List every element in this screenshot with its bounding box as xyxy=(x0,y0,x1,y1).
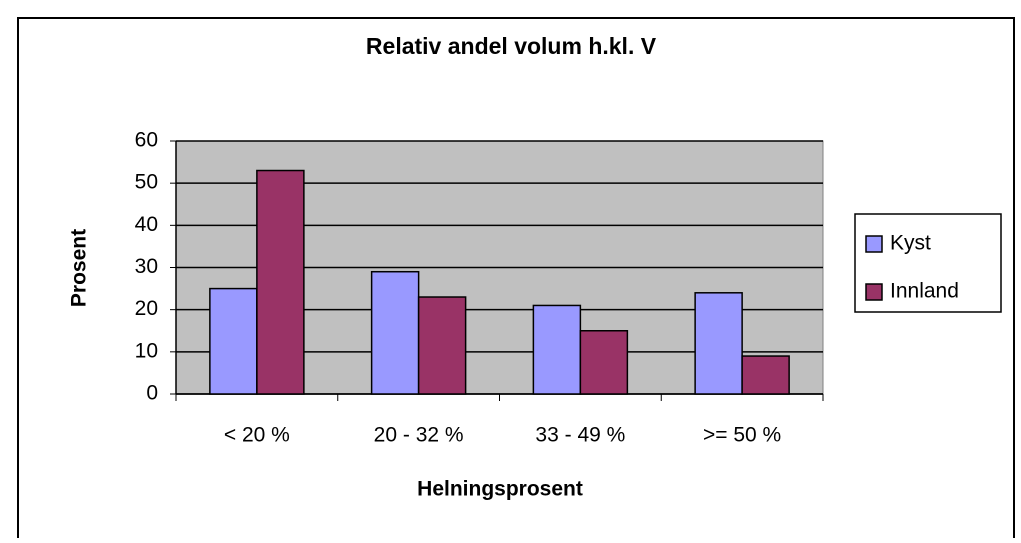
x-tick-label: 33 - 49 % xyxy=(535,424,625,447)
y-tick-label: 60 xyxy=(135,129,158,152)
y-tick-label: 10 xyxy=(135,339,158,362)
x-tick-label: < 20 % xyxy=(224,424,290,447)
bar xyxy=(209,287,258,395)
legend-label: Innland xyxy=(890,280,959,303)
bar xyxy=(741,355,790,395)
legend-swatch xyxy=(865,235,883,253)
y-tick-label: 30 xyxy=(135,255,158,278)
y-tick-label: 40 xyxy=(135,213,158,236)
y-tick-label: 0 xyxy=(146,382,158,405)
legend-swatch xyxy=(865,283,883,301)
y-tick-label: 50 xyxy=(135,171,158,194)
legend-label: Kyst xyxy=(890,232,931,255)
x-tick-label: 20 - 32 % xyxy=(374,424,464,447)
bar xyxy=(256,169,305,395)
bar xyxy=(694,292,743,395)
y-axis-label: Prosent xyxy=(68,229,91,307)
bar xyxy=(532,304,582,395)
bar xyxy=(417,296,467,395)
bar xyxy=(370,270,420,395)
bar xyxy=(579,330,629,395)
y-tick-label: 20 xyxy=(135,297,158,320)
chart-title: Relativ andel volum h.kl. V xyxy=(366,33,657,59)
x-tick-label: >= 50 % xyxy=(703,424,781,447)
x-axis-label: Helningsprosent xyxy=(417,478,583,501)
